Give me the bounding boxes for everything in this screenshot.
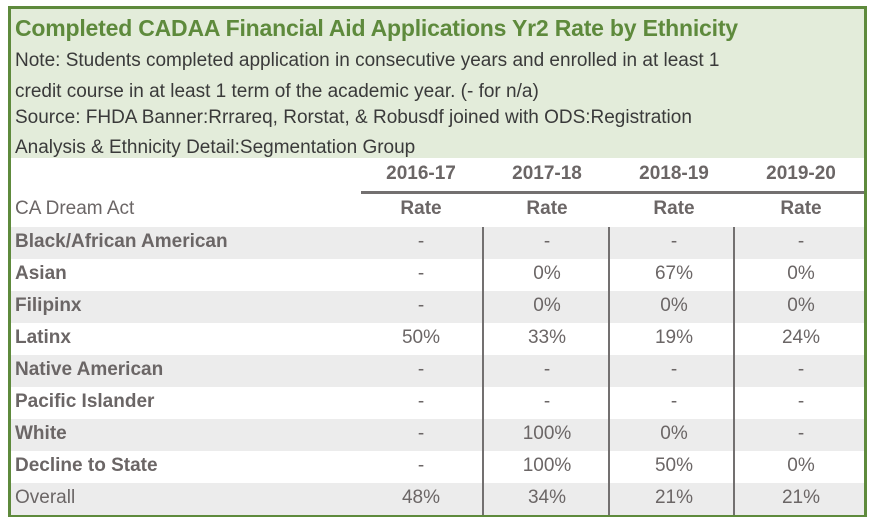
rate-cell: 0%: [660, 295, 688, 316]
rate-cell: 21%: [654, 487, 694, 508]
rate-cell: 21%: [781, 487, 821, 508]
table-row: Pacific Islander - - - -: [11, 387, 864, 419]
row-label: Asian: [15, 263, 67, 284]
rate-cell: 0%: [533, 263, 561, 284]
rate-cell: 19%: [654, 327, 694, 348]
rate-cell: 0%: [787, 263, 815, 284]
rate-cell: 100%: [522, 423, 572, 444]
source-line-1: Source: FHDA Banner:Rrrareq, Rorstat, & …: [15, 107, 692, 128]
rate-cell: -: [543, 231, 551, 252]
overall-row: Overall 48% 34% 21% 21%: [11, 483, 864, 515]
rate-cell: -: [670, 391, 678, 412]
rate-cell: 100%: [522, 455, 572, 476]
table-row: Black/African American - - - -: [11, 227, 864, 259]
subheader-rate: Rate: [526, 198, 568, 219]
report-header: Completed CADAA Financial Aid Applicatio…: [11, 9, 864, 158]
rate-cell: -: [417, 359, 425, 380]
column-divider: [733, 227, 735, 515]
year-header-2019-20: 2019-20: [766, 163, 836, 184]
row-label: Pacific Islander: [15, 391, 155, 412]
table-row: Filipinx - 0% 0% 0%: [11, 291, 864, 323]
row-label: Black/African American: [15, 231, 228, 252]
data-table-body: Black/African American - - - - Asian -0% 67% 0% F…: [11, 227, 864, 515]
row-header-label: CA Dream Act: [15, 198, 135, 219]
year-header-2016-17: 2016-17: [386, 163, 456, 184]
report-title: Completed CADAA Financial Aid Applicatio…: [15, 15, 738, 41]
rate-cell: -: [797, 359, 805, 380]
rate-cell: -: [797, 423, 805, 444]
rate-cell: 33%: [527, 327, 567, 348]
note-line-2: credit course in at least 1 term of the …: [15, 81, 539, 102]
year-header-2017-18: 2017-18: [512, 163, 582, 184]
subheader-rate: Rate: [780, 198, 822, 219]
table-row: Decline to State - 100% 50% 0%: [11, 451, 864, 483]
subheader-rate: Rate: [653, 198, 695, 219]
rate-cell: 24%: [781, 327, 821, 348]
year-header-rule: [361, 191, 864, 194]
rate-cell: -: [417, 295, 425, 316]
year-header-2018-19: 2018-19: [639, 163, 709, 184]
rate-cell: -: [543, 391, 551, 412]
rate-cell: -: [670, 359, 678, 380]
row-label: Latinx: [15, 327, 71, 348]
rate-cell: 50%: [654, 455, 694, 476]
rate-cell: -: [543, 359, 551, 380]
rate-cell: 67%: [654, 263, 694, 284]
table-row: Native American - - - -: [11, 355, 864, 387]
report-frame: Completed CADAA Financial Aid Applicatio…: [8, 6, 867, 517]
rate-cell: -: [797, 391, 805, 412]
rate-cell: -: [417, 231, 425, 252]
row-label: Filipinx: [15, 295, 82, 316]
rate-cell: 48%: [401, 487, 441, 508]
rate-cell: 0%: [533, 295, 561, 316]
rate-cell: 0%: [660, 423, 688, 444]
row-label: Decline to State: [15, 455, 158, 476]
rate-cell: 0%: [787, 295, 815, 316]
rate-cell: -: [797, 231, 805, 252]
column-divider: [608, 227, 610, 515]
source-line-2: Analysis & Ethnicity Detail:Segmentation…: [15, 137, 416, 158]
row-label: White: [15, 423, 67, 444]
rate-cell: -: [417, 423, 425, 444]
rate-cell: 50%: [401, 327, 441, 348]
row-label: Overall: [15, 487, 76, 508]
rate-cell: -: [417, 455, 425, 476]
table-row: Asian - 0% 67% 0%: [11, 259, 864, 291]
column-divider: [482, 227, 484, 515]
rate-cell: 0%: [787, 455, 815, 476]
rate-cell: -: [417, 263, 425, 284]
rate-cell: 34%: [527, 487, 567, 508]
note-line-1: Note: Students completed application in …: [15, 50, 720, 71]
row-label: Native American: [15, 359, 164, 380]
table-row: Latinx 50% 33% 19% 24%: [11, 323, 864, 355]
rate-cell: -: [670, 231, 678, 252]
table-row: White - 100% 0% -: [11, 419, 864, 451]
rate-cell: -: [417, 391, 425, 412]
subheader-rate: Rate: [400, 198, 442, 219]
